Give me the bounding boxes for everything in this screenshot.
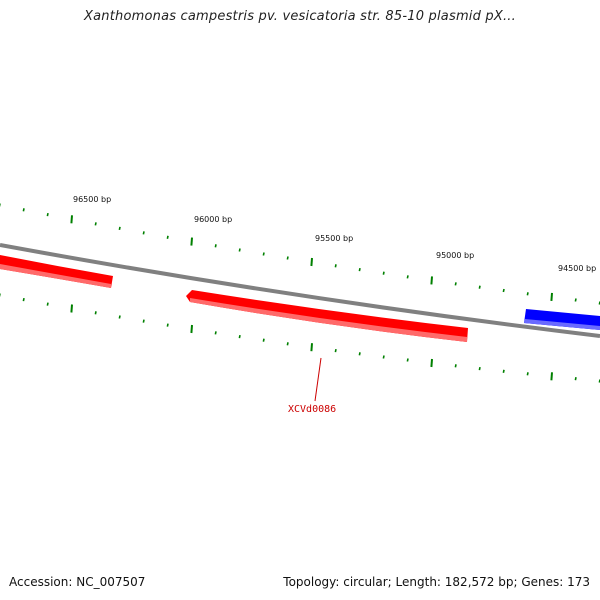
outer-minor-tick xyxy=(262,252,265,256)
outer-minor-tick xyxy=(166,235,169,239)
inner-minor-tick xyxy=(214,331,217,335)
inner-minor-tick xyxy=(382,355,385,359)
inner-minor-tick xyxy=(334,348,337,353)
gene-left[interactable] xyxy=(0,255,113,288)
outer-minor-tick xyxy=(142,231,145,235)
gene-label-leader xyxy=(314,357,322,402)
outer-major-tick xyxy=(70,215,73,224)
inner-minor-tick xyxy=(166,323,169,327)
outer-minor-tick xyxy=(382,271,385,275)
tick-label-96000: 96000 bp xyxy=(194,215,232,224)
gene-xcvd0086[interactable] xyxy=(186,290,468,342)
outer-minor-tick xyxy=(406,275,409,279)
outer-minor-tick xyxy=(286,256,289,260)
outer-major-tick xyxy=(190,237,193,246)
inner-minor-tick xyxy=(238,334,241,339)
tick-label-95500: 95500 bp xyxy=(315,234,353,243)
outer-major-tick xyxy=(550,292,553,301)
outer-minor-tick xyxy=(574,298,577,302)
outer-major-tick xyxy=(310,257,313,267)
inner-minor-tick xyxy=(406,358,409,362)
inner-minor-tick xyxy=(358,352,361,356)
inner-minor-tick xyxy=(526,372,529,376)
inner-minor-tick xyxy=(286,342,289,346)
inner-minor-tick xyxy=(22,297,25,302)
inner-minor-tick xyxy=(94,311,97,315)
inner-major-tick xyxy=(310,343,313,352)
outer-minor-tick xyxy=(334,264,337,268)
inner-tick-track xyxy=(0,293,600,383)
outer-minor-tick xyxy=(46,212,49,217)
gene-label-xcvd0086[interactable]: XCVd0086 xyxy=(288,404,336,415)
outer-minor-tick xyxy=(358,267,361,272)
outer-minor-tick xyxy=(118,226,121,231)
inner-major-tick xyxy=(190,324,193,334)
inner-major-tick xyxy=(550,372,553,381)
map-title: Xanthomonas campestris pv. vesicatoria s… xyxy=(84,9,516,24)
outer-minor-tick xyxy=(454,282,457,286)
gene-blue-reverse[interactable] xyxy=(524,309,600,330)
summary-text: Topology: circular; Length: 182,572 bp; … xyxy=(283,575,590,589)
inner-minor-tick xyxy=(454,364,457,368)
inner-minor-tick xyxy=(46,302,49,306)
outer-minor-tick xyxy=(238,248,241,252)
outer-minor-tick xyxy=(526,292,529,296)
outer-minor-tick xyxy=(502,288,505,293)
inner-major-tick xyxy=(430,358,433,368)
inner-minor-tick xyxy=(478,366,481,371)
accession-text: Accession: NC_007507 xyxy=(9,575,146,589)
inner-minor-tick xyxy=(118,315,121,319)
outer-minor-tick xyxy=(214,244,217,248)
outer-major-tick xyxy=(430,276,433,285)
outer-minor-tick xyxy=(478,285,481,289)
inner-minor-tick xyxy=(142,319,145,323)
outer-minor-tick xyxy=(94,222,97,226)
tick-label-96500: 96500 bp xyxy=(73,195,111,204)
tick-label-95000: 95000 bp xyxy=(436,251,474,260)
outer-tick-track xyxy=(0,203,600,305)
outer-minor-tick xyxy=(22,208,25,212)
inner-minor-tick xyxy=(574,377,577,381)
inner-minor-tick xyxy=(262,338,265,342)
tick-label-94500: 94500 bp xyxy=(558,264,596,273)
inner-minor-tick xyxy=(502,369,505,373)
plasmid-backbone xyxy=(0,243,600,338)
inner-major-tick xyxy=(70,304,73,313)
